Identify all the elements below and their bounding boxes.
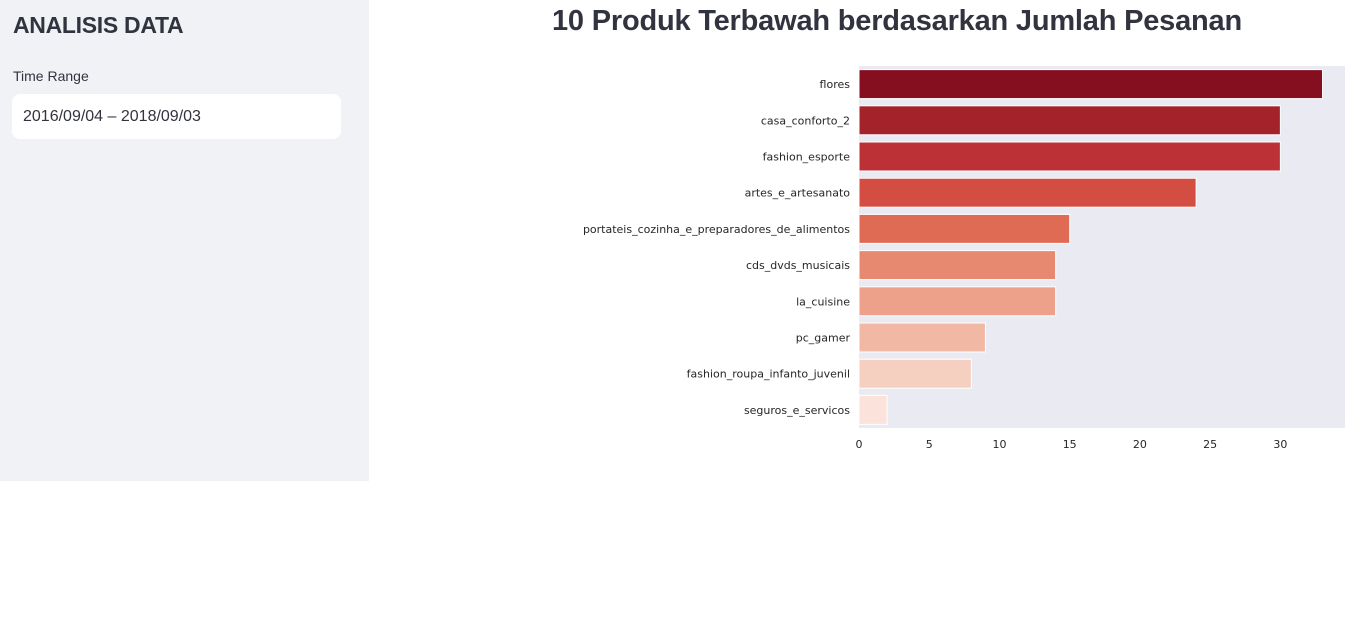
bar <box>858 141 1281 172</box>
page-title: 10 Produk Terbawah berdasarkan Jumlah Pe… <box>552 5 1242 37</box>
category-label: la_cuisine <box>796 295 850 308</box>
category-label: artes_e_artesanato <box>745 187 851 200</box>
bar <box>858 358 972 389</box>
time-range-label: Time Range <box>13 68 89 84</box>
time-range-value: 2016/09/04 – 2018/09/03 <box>23 107 201 125</box>
bar <box>858 69 1324 100</box>
category-label: fashion_esporte <box>763 151 851 164</box>
category-label: flores <box>820 78 851 91</box>
x-tick-label: 25 <box>1203 438 1217 451</box>
bar <box>858 394 888 425</box>
bar <box>858 177 1197 208</box>
category-label: portateis_cozinha_e_preparadores_de_alim… <box>583 223 850 236</box>
x-tick-label: 5 <box>926 438 933 451</box>
sidebar-title: ANALISIS DATA <box>13 12 184 38</box>
bar <box>858 105 1281 136</box>
sidebar: ANALISIS DATA Time Range 2016/09/04 – 20… <box>0 0 369 481</box>
x-tick-label: 0 <box>856 438 863 451</box>
category-label: fashion_roupa_infanto_juvenil <box>687 368 850 381</box>
x-tick-label: 20 <box>1133 438 1147 451</box>
bar <box>858 286 1057 317</box>
bar <box>858 322 986 353</box>
x-tick-label: 15 <box>1063 438 1077 451</box>
bar <box>858 250 1057 281</box>
bar-chart: flores casa_conforto_2 fashion_esportearte… <box>583 66 1345 451</box>
x-tick-label: 30 <box>1273 438 1287 451</box>
category-label: casa_conforto_2 <box>761 114 850 127</box>
time-range-input[interactable]: 2016/09/04 – 2018/09/03 <box>12 94 341 139</box>
x-tick-label: 10 <box>992 438 1006 451</box>
category-label: seguros_e_servicos <box>744 404 850 417</box>
bar <box>858 213 1071 244</box>
category-label: cds_dvds_musicais <box>746 259 850 272</box>
category-label: pc_gamer <box>796 332 851 345</box>
